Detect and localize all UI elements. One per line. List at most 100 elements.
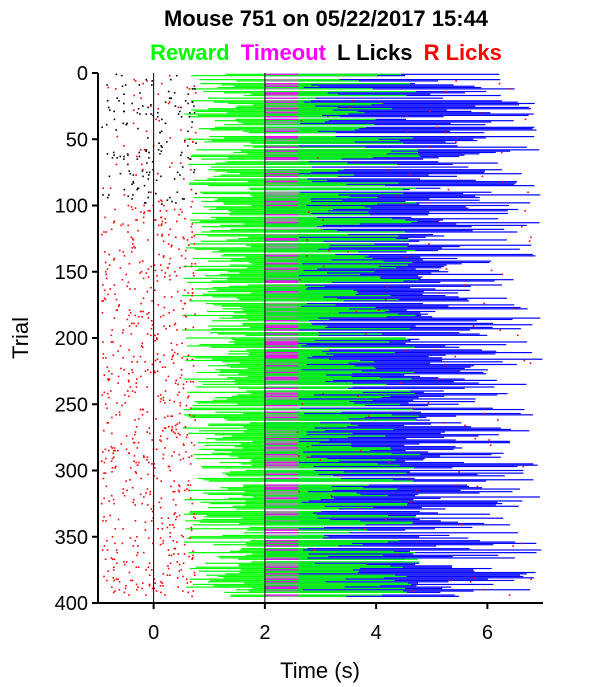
r-lick-mark <box>102 520 104 522</box>
r-lick-mark <box>150 569 153 571</box>
r-lick-mark <box>171 355 174 358</box>
r-lick-mark <box>412 590 415 592</box>
r-lick-mark <box>126 318 129 321</box>
timeout-bar <box>264 438 299 440</box>
iti-bar <box>264 469 524 472</box>
r-lick-mark <box>184 314 186 317</box>
l-lick-mark <box>132 182 135 184</box>
reward-bar <box>208 423 351 425</box>
r-lick-mark <box>168 274 171 277</box>
l-lick-mark <box>131 198 133 200</box>
r-lick-mark <box>146 431 148 433</box>
timeout-bar <box>264 346 299 348</box>
timeout-bar <box>264 344 299 346</box>
r-lick-mark <box>131 486 134 489</box>
r-lick-mark <box>113 220 116 223</box>
r-lick-mark <box>126 390 129 392</box>
l-lick-mark <box>169 196 171 199</box>
iti-bar <box>264 206 466 208</box>
iti-bar <box>264 236 426 238</box>
r-lick-mark <box>173 547 176 550</box>
iti-bar <box>264 548 470 550</box>
r-lick-mark <box>131 561 134 563</box>
lick-series <box>100 73 532 598</box>
r-lick-mark <box>326 115 329 118</box>
reward-bar <box>213 544 363 546</box>
l-lick-mark <box>131 183 133 186</box>
r-lick-mark <box>139 408 142 411</box>
reward-bar <box>238 563 367 566</box>
reward-bar <box>209 332 319 334</box>
r-lick-mark <box>133 109 135 111</box>
r-lick-mark <box>322 219 324 221</box>
r-lick-mark <box>118 411 121 413</box>
r-lick-mark <box>325 204 328 207</box>
r-lick-mark <box>428 243 430 245</box>
r-lick-mark <box>120 367 122 370</box>
reward-bar <box>242 447 391 449</box>
legend-l-licks: L Licks <box>337 40 412 65</box>
r-lick-mark <box>187 292 190 294</box>
r-lick-mark <box>187 591 190 594</box>
iti-bar <box>264 569 474 571</box>
l-lick-mark <box>137 127 139 130</box>
r-lick-mark <box>136 447 139 449</box>
r-lick-mark <box>134 431 137 433</box>
r-lick-mark <box>105 485 108 488</box>
reward-bar <box>224 418 350 420</box>
r-lick-mark <box>133 322 135 325</box>
r-lick-mark <box>450 579 452 582</box>
r-lick-mark <box>160 497 163 500</box>
iti-bar <box>264 545 437 547</box>
r-lick-mark <box>128 309 131 311</box>
r-lick-mark <box>154 582 156 584</box>
timeout-bar <box>264 432 299 434</box>
iti-bar <box>264 287 411 289</box>
r-lick-mark <box>406 114 408 117</box>
iti-bar <box>264 487 483 489</box>
r-lick-mark <box>442 422 445 424</box>
r-lick-mark <box>161 220 164 223</box>
r-lick-mark <box>169 228 172 231</box>
r-lick-mark <box>134 288 136 290</box>
r-lick-mark <box>146 488 149 490</box>
r-lick-mark <box>164 217 167 220</box>
iti-bar <box>264 255 536 257</box>
r-lick-mark <box>102 187 105 190</box>
iti-bar <box>264 581 449 583</box>
reward-bar <box>189 512 314 514</box>
r-lick-mark <box>175 504 177 506</box>
iti-bar <box>264 230 473 232</box>
r-lick-mark <box>187 244 190 247</box>
reward-bar <box>246 349 330 351</box>
r-lick-mark <box>157 200 160 203</box>
reward-bar <box>217 86 304 89</box>
timeout-bar <box>264 292 299 294</box>
l-lick-mark <box>116 157 119 159</box>
r-lick-mark <box>135 382 137 384</box>
iti-bar <box>264 365 474 367</box>
r-lick-mark <box>178 453 181 456</box>
timeout-bar <box>264 464 299 466</box>
reward-bar <box>228 341 390 343</box>
timeout-bar <box>264 324 299 326</box>
r-lick-mark <box>141 316 143 318</box>
r-lick-mark <box>172 539 175 542</box>
iti-bar <box>264 324 533 326</box>
r-lick-mark <box>180 255 183 257</box>
iti-bar <box>264 263 462 265</box>
reward-bar <box>223 202 417 204</box>
l-lick-mark <box>131 102 133 105</box>
r-lick-mark <box>437 220 440 223</box>
l-lick-mark <box>136 188 138 191</box>
r-lick-mark <box>136 535 138 538</box>
r-lick-mark <box>194 263 197 265</box>
iti-bar <box>264 344 507 346</box>
iti-bar <box>264 116 444 118</box>
reward-bar <box>191 75 378 77</box>
r-lick-mark <box>153 219 156 221</box>
r-lick-mark <box>189 463 192 465</box>
r-lick-mark <box>168 74 171 77</box>
timeout-bar <box>264 153 299 155</box>
